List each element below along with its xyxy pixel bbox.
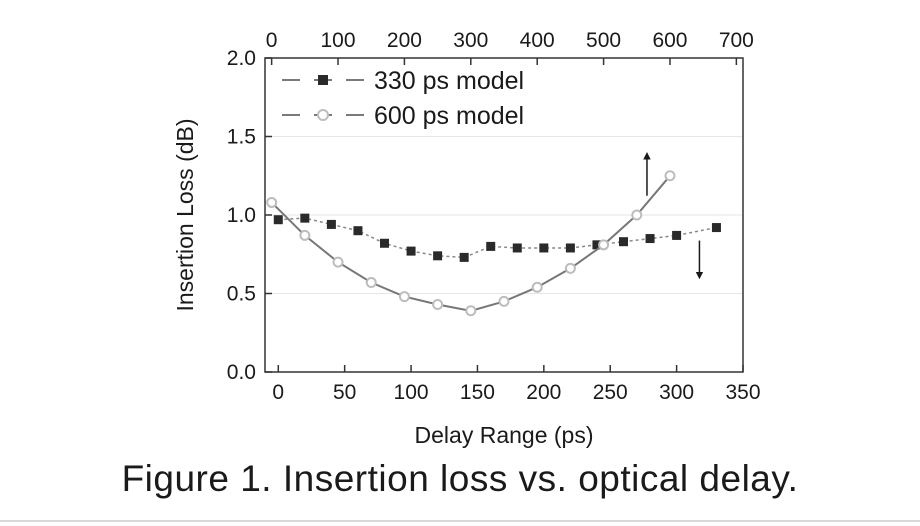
x-tick-label: 350 bbox=[725, 381, 760, 404]
x-tick-label: 200 bbox=[526, 381, 561, 404]
series-1 bbox=[266, 170, 676, 317]
data-point bbox=[353, 226, 363, 236]
legend-label-600: 600 ps model bbox=[374, 102, 524, 130]
data-point bbox=[498, 295, 510, 307]
y-tick-label: 0.5 bbox=[227, 283, 256, 306]
data-point bbox=[592, 240, 602, 250]
data-point bbox=[300, 213, 310, 223]
x-tick-label: 150 bbox=[460, 381, 495, 404]
data-point bbox=[433, 251, 443, 261]
data-point bbox=[380, 238, 389, 248]
data-point bbox=[564, 262, 576, 274]
legend-marker-600 bbox=[317, 109, 329, 121]
top-tick-label: 300 bbox=[453, 29, 488, 52]
data-point bbox=[432, 298, 444, 310]
y-tick-label: 2.0 bbox=[227, 47, 256, 70]
x-axis-title: Delay Range (ps) bbox=[415, 422, 594, 448]
y-tick-label: 1.0 bbox=[227, 204, 256, 227]
series-layer bbox=[266, 170, 721, 317]
top-tick-label: 600 bbox=[652, 29, 687, 52]
data-point bbox=[406, 246, 416, 256]
data-point bbox=[299, 229, 311, 241]
data-point bbox=[619, 237, 628, 247]
data-point bbox=[512, 243, 522, 253]
y-axis: 0.0 0.5 1.0 1.5 2.0 bbox=[227, 47, 272, 384]
data-point bbox=[539, 243, 549, 253]
top-tick-label: 700 bbox=[719, 29, 754, 52]
legend-label-330: 330 ps model bbox=[374, 67, 524, 95]
data-point bbox=[664, 170, 676, 182]
data-point bbox=[459, 252, 469, 262]
top-tick-label: 0 bbox=[266, 29, 278, 52]
data-point bbox=[465, 305, 477, 317]
x-axis-top: 0 100 200 300 400 500 600 700 bbox=[266, 29, 754, 65]
data-point bbox=[598, 239, 610, 251]
data-point bbox=[332, 256, 344, 268]
figure-caption: Figure 1. Insertion loss vs. optical del… bbox=[121, 458, 799, 499]
y-tick-label: 1.5 bbox=[227, 126, 256, 149]
data-point bbox=[531, 281, 543, 293]
y-axis-title: Insertion Loss (dB) bbox=[172, 118, 198, 311]
x-tick-label: 300 bbox=[659, 381, 694, 404]
x-tick-label: 100 bbox=[394, 381, 429, 404]
series-line bbox=[270, 175, 671, 312]
data-point bbox=[672, 230, 682, 240]
series-line bbox=[278, 217, 717, 259]
data-point bbox=[326, 219, 336, 229]
bottom-divider bbox=[0, 520, 920, 522]
y-tick-label: 0.0 bbox=[227, 361, 256, 384]
top-tick-label: 200 bbox=[387, 29, 422, 52]
data-point bbox=[398, 291, 410, 303]
top-tick-label: 400 bbox=[520, 29, 555, 52]
data-point bbox=[631, 209, 643, 221]
data-point bbox=[565, 243, 575, 253]
x-tick-label: 0 bbox=[272, 381, 284, 404]
x-tick-label: 250 bbox=[593, 381, 628, 404]
top-tick-label: 500 bbox=[586, 29, 621, 52]
x-tick-label: 50 bbox=[333, 381, 356, 404]
legend: 330 ps model 600 ps model bbox=[282, 67, 524, 130]
legend-marker-330 bbox=[318, 75, 328, 85]
data-point bbox=[266, 196, 278, 208]
data-point bbox=[645, 234, 655, 244]
annotations bbox=[643, 152, 704, 280]
data-point bbox=[365, 277, 377, 289]
x-axis-bottom: 0 50 100 150 200 250 300 350 bbox=[272, 365, 761, 404]
data-point bbox=[711, 223, 721, 233]
data-point bbox=[273, 215, 283, 225]
series-0 bbox=[273, 213, 721, 262]
grid bbox=[265, 136, 743, 294]
data-point bbox=[486, 241, 496, 251]
top-tick-label: 100 bbox=[321, 29, 356, 52]
